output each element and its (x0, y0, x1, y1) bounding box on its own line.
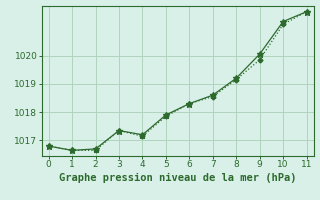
X-axis label: Graphe pression niveau de la mer (hPa): Graphe pression niveau de la mer (hPa) (59, 173, 296, 183)
